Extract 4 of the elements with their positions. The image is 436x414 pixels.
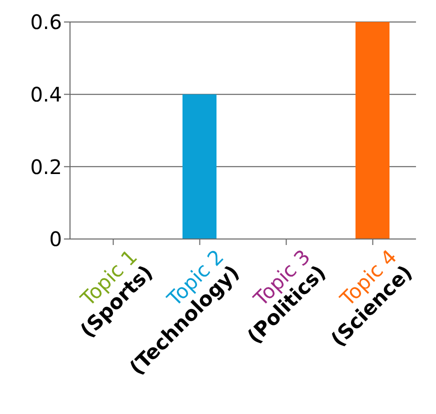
y-tick-label: 0.6	[30, 10, 62, 34]
y-tick-label: 0	[49, 227, 62, 252]
y-tick-label: 0.2	[30, 154, 62, 179]
y-tick-label: 0.4	[30, 82, 62, 106]
